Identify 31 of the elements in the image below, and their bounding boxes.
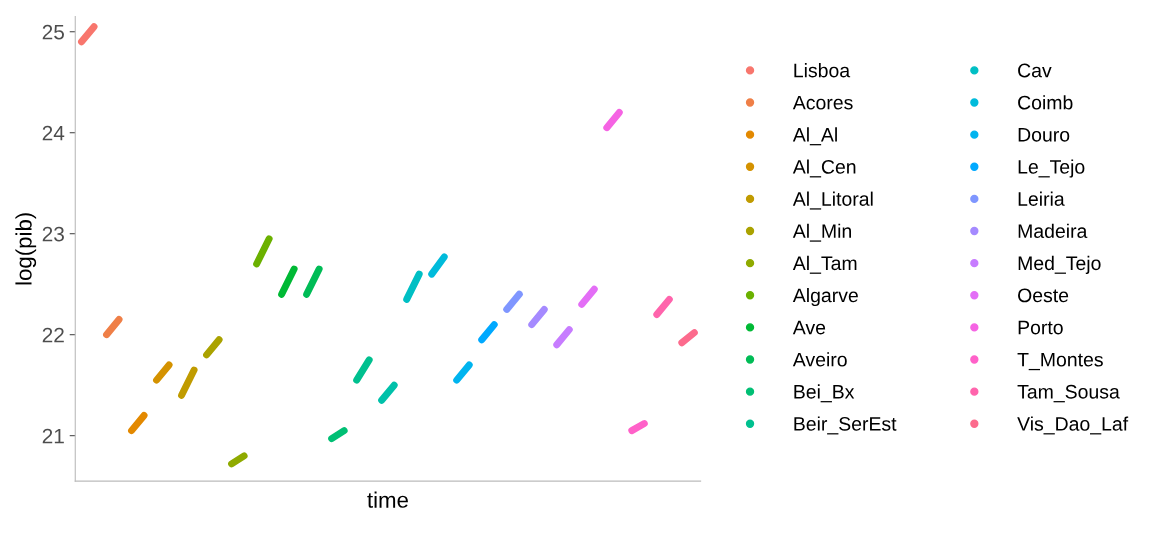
y-tick-label: 21 bbox=[42, 428, 64, 444]
legend-label: Beir_SerEst bbox=[794, 416, 897, 435]
legend-label: Madeira bbox=[1018, 223, 1088, 239]
y-tick-label: 24 bbox=[42, 125, 65, 141]
y-tick-label: 22 bbox=[42, 327, 64, 343]
legend-label: Al_Litoral bbox=[792, 191, 873, 210]
legend-label: Acores bbox=[792, 95, 853, 110]
legend-label: Douro bbox=[1018, 128, 1070, 142]
legend-label: Lisboa bbox=[794, 63, 851, 78]
y-axis-title: log(pib) bbox=[15, 213, 37, 285]
legend-label: Algarve bbox=[792, 287, 858, 307]
legend-label: Oeste bbox=[1018, 288, 1069, 303]
legend-label: Ave bbox=[792, 320, 826, 335]
legend-label: Cav bbox=[1018, 63, 1052, 78]
legend-label: Med_Tejo bbox=[1018, 255, 1101, 274]
legend-label: Aveiro bbox=[792, 352, 847, 367]
legend-label: T_Montes bbox=[1017, 352, 1103, 371]
legend-label: Al_Tam bbox=[792, 255, 857, 274]
legend-label: Porto bbox=[1018, 320, 1063, 335]
legend-label: Al_Al bbox=[792, 127, 837, 146]
legend-label: Al_Cen bbox=[792, 159, 856, 178]
legend-label: Al_Min bbox=[792, 223, 851, 242]
legend-label: Leiria bbox=[1018, 191, 1065, 206]
y-tick-label: 25 bbox=[42, 24, 64, 40]
y-tick-label: 23 bbox=[42, 226, 64, 242]
legend-label: Bei_Bx bbox=[794, 384, 855, 403]
legend-label: Le_Tejo bbox=[1018, 159, 1085, 178]
legend-label: Vis_Dao_Laf bbox=[1017, 416, 1129, 435]
legend-label: Coimb bbox=[1018, 95, 1073, 110]
x-axis-title: time bbox=[367, 491, 408, 508]
legend-label: Tam_Sousa bbox=[1017, 384, 1120, 403]
